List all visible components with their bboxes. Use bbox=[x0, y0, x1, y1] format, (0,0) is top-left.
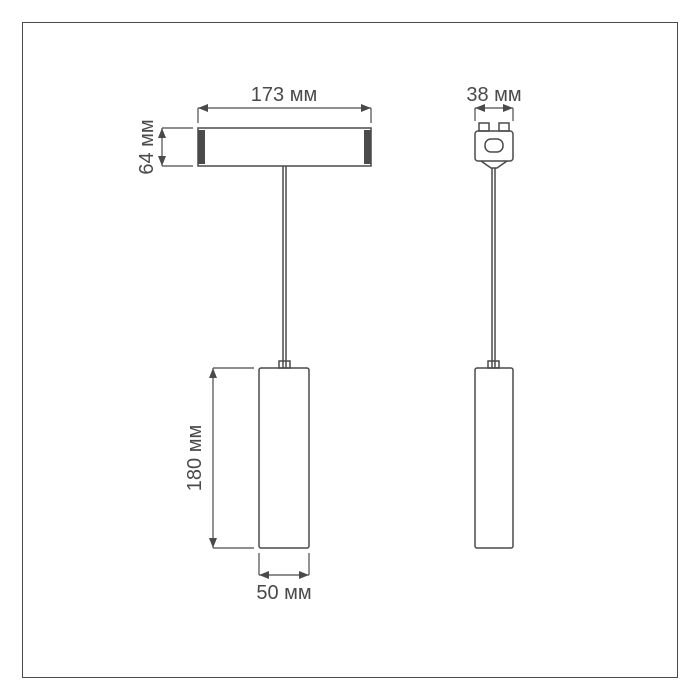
dim-pendant-height-label: 180 мм bbox=[184, 425, 206, 491]
outer-frame: 173 мм 64 мм 38 мм bbox=[0, 0, 700, 700]
front-cable bbox=[279, 166, 290, 368]
technical-drawing: 173 мм 64 мм 38 мм bbox=[23, 23, 677, 677]
front-mount-bar bbox=[198, 128, 371, 166]
dim-top-width: 173 мм bbox=[198, 84, 371, 123]
front-pendant bbox=[259, 368, 309, 548]
side-cable bbox=[488, 168, 499, 368]
dim-top-height: 64 мм bbox=[136, 119, 193, 174]
dim-connector-width: 38 мм bbox=[466, 84, 521, 121]
dim-pendant-width: 50 мм bbox=[256, 553, 311, 604]
dim-top-width-label: 173 мм bbox=[251, 84, 317, 106]
dim-pendant-width-label: 50 мм bbox=[256, 582, 311, 604]
dim-connector-width-label: 38 мм bbox=[466, 84, 521, 106]
dim-top-height-label: 64 мм bbox=[136, 119, 158, 174]
inner-frame: 173 мм 64 мм 38 мм bbox=[22, 22, 678, 678]
dim-pendant-height: 180 мм bbox=[184, 368, 254, 548]
side-connector bbox=[475, 123, 513, 168]
side-pendant bbox=[475, 368, 513, 548]
